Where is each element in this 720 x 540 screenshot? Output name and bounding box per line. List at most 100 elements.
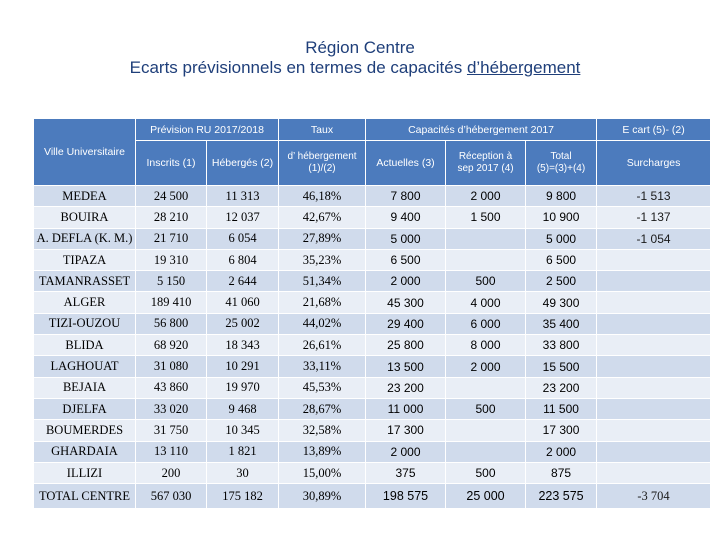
- cell-ville: BOUIRA: [33, 206, 136, 229]
- cell-reception: 500: [445, 461, 527, 485]
- cell-heberges: 11 313: [205, 184, 280, 208]
- cell-total: 875: [525, 461, 598, 485]
- cell-surcharges: [596, 440, 712, 463]
- cell-actuelles: 11 000: [365, 397, 447, 421]
- cell-inscrits: 567 030: [135, 483, 207, 510]
- header-taux: Taux: [278, 118, 367, 141]
- table-row: ALGER 189 410 41 060 21,68% 45 300 4 000 49 30…: [33, 291, 712, 314]
- cell-inscrits: 33 020: [135, 397, 207, 421]
- cell-surcharges: -1 513: [596, 184, 712, 208]
- cell-heberges: 41 060: [205, 291, 280, 314]
- cell-total: 49 300: [525, 291, 598, 314]
- cell-actuelles: 29 400: [365, 312, 447, 336]
- cell-reception: 6 000: [445, 312, 527, 336]
- cell-actuelles: 6 500: [365, 248, 447, 272]
- page-title: Région Centre: [305, 38, 415, 57]
- cell-ville: BOUMERDES: [33, 419, 136, 442]
- table-row: ILLIZI 200 30 15,00% 375 500 875: [33, 461, 712, 485]
- header-total-line1: Total: [550, 151, 572, 162]
- cell-surcharges: [596, 397, 712, 421]
- header-prevision: Prévision RU 2017/2018: [134, 118, 280, 141]
- table-row: BLIDA 68 920 18 343 26,61% 25 800 8 000 33 800: [33, 334, 712, 357]
- table-row: DJELFA 33 020 9 468 28,67% 11 000 500 11 500: [33, 397, 712, 421]
- cell-total: 11 500: [525, 397, 598, 421]
- cell-taux: 21,68%: [278, 291, 367, 314]
- table-row: LAGHOUAT 31 080 10 291 33,11% 13 500 2 000 15 …: [33, 355, 712, 378]
- cell-heberges: 19 970: [205, 376, 280, 399]
- cell-total: 2 000: [525, 440, 598, 463]
- cell-taux: 28,67%: [278, 397, 367, 421]
- cell-taux: 26,61%: [278, 334, 367, 357]
- cell-ville: MEDEA: [33, 184, 136, 208]
- cell-inscrits: 200: [135, 461, 207, 485]
- cell-surcharges: -1 137: [596, 206, 712, 229]
- header-taux-line2: (1)/(2): [308, 163, 336, 174]
- cell-inscrits: 31 080: [135, 355, 207, 378]
- cell-surcharges: [596, 419, 712, 442]
- table-body: MEDEA 24 500 11 313 46,18% 7 800 2 000 9 800 -1…: [33, 184, 712, 510]
- cell-reception: [445, 248, 527, 272]
- table-header: Ville Universitaire Prévision RU 2017/20…: [33, 118, 712, 186]
- cell-surcharges: [596, 248, 712, 272]
- cell-taux: 35,23%: [278, 248, 367, 272]
- cell-heberges: 2 644: [205, 270, 280, 293]
- header-ville: Ville Universitaire: [33, 118, 136, 186]
- header-reception-line1: Réception à: [458, 151, 513, 162]
- cell-reception: 2 000: [445, 355, 527, 378]
- cell-taux: 46,18%: [278, 184, 367, 208]
- cell-actuelles: 23 200: [365, 376, 447, 399]
- table-row: BOUMERDES 31 750 10 345 32,58% 17 300 17 300: [33, 419, 712, 442]
- cell-reception: [445, 440, 527, 463]
- cell-reception: [445, 376, 527, 399]
- header-taux-detail: d’ hébergement (1)/(2): [278, 140, 367, 186]
- header-reception: Réception à sep 2017 (4): [445, 140, 527, 186]
- cell-ville: BLIDA: [33, 334, 136, 357]
- cell-surcharges: [596, 270, 712, 293]
- cell-ville: ALGER: [33, 291, 136, 314]
- cell-inscrits: 24 500: [135, 184, 207, 208]
- cell-actuelles: 25 800: [365, 334, 447, 357]
- cell-heberges: 175 182: [205, 483, 280, 510]
- cell-ville: TIZI-OUZOU: [33, 312, 136, 336]
- cell-taux: 32,58%: [278, 419, 367, 442]
- subtitle-underlined-text: d’hébergement: [466, 58, 581, 77]
- cell-actuelles: 7 800: [365, 184, 447, 208]
- cell-actuelles: 2 000: [365, 440, 447, 463]
- capacity-table: Ville Universitaire Prévision RU 2017/20…: [33, 118, 712, 510]
- header-taux-line1: d’ hébergement: [287, 151, 357, 162]
- cell-reception: 2 000: [445, 184, 527, 208]
- cell-actuelles: 13 500: [365, 355, 447, 378]
- header-total: Total (5)=(3)+(4): [525, 140, 598, 186]
- cell-actuelles: 5 000: [365, 227, 447, 250]
- header-inscrits: Inscrits (1): [135, 140, 207, 186]
- cell-heberges: 6 054: [205, 227, 280, 250]
- cell-reception: 4 000: [445, 291, 527, 314]
- cell-total: 5 000: [525, 227, 598, 250]
- header-reception-line2: sep 2017 (4): [457, 163, 514, 174]
- cell-inscrits: 19 310: [135, 248, 207, 272]
- cell-heberges: 30: [205, 461, 280, 485]
- cell-heberges: 9 468: [205, 397, 280, 421]
- cell-inscrits: 31 750: [135, 419, 207, 442]
- cell-actuelles: 17 300: [365, 419, 447, 442]
- subtitle-text: Ecarts prévisionnels en termes de capaci…: [129, 58, 463, 77]
- cell-taux: 45,53%: [278, 376, 367, 399]
- cell-surcharges: [596, 312, 712, 336]
- cell-reception: 500: [445, 270, 527, 293]
- cell-taux: 27,89%: [278, 227, 367, 250]
- cell-reception: 25 000: [445, 483, 527, 510]
- cell-inscrits: 43 860: [135, 376, 207, 399]
- cell-inscrits: 21 710: [135, 227, 207, 250]
- cell-taux: 13,89%: [278, 440, 367, 463]
- cell-ville: BEJAIA: [33, 376, 136, 399]
- cell-inscrits: 13 110: [135, 440, 207, 463]
- cell-ville: GHARDAIA: [33, 440, 136, 463]
- cell-total: 33 800: [525, 334, 598, 357]
- cell-ville: DJELFA: [33, 397, 136, 421]
- table-row: TIPAZA 19 310 6 804 35,23% 6 500 6 500: [33, 248, 712, 272]
- table-row: MEDEA 24 500 11 313 46,18% 7 800 2 000 9 800 -1…: [33, 184, 712, 208]
- cell-taux: 51,34%: [278, 270, 367, 293]
- cell-taux: 30,89%: [278, 483, 367, 510]
- cell-taux: 44,02%: [278, 312, 367, 336]
- page-subtitle: Ecarts prévisionnels en termes de capaci…: [0, 58, 715, 78]
